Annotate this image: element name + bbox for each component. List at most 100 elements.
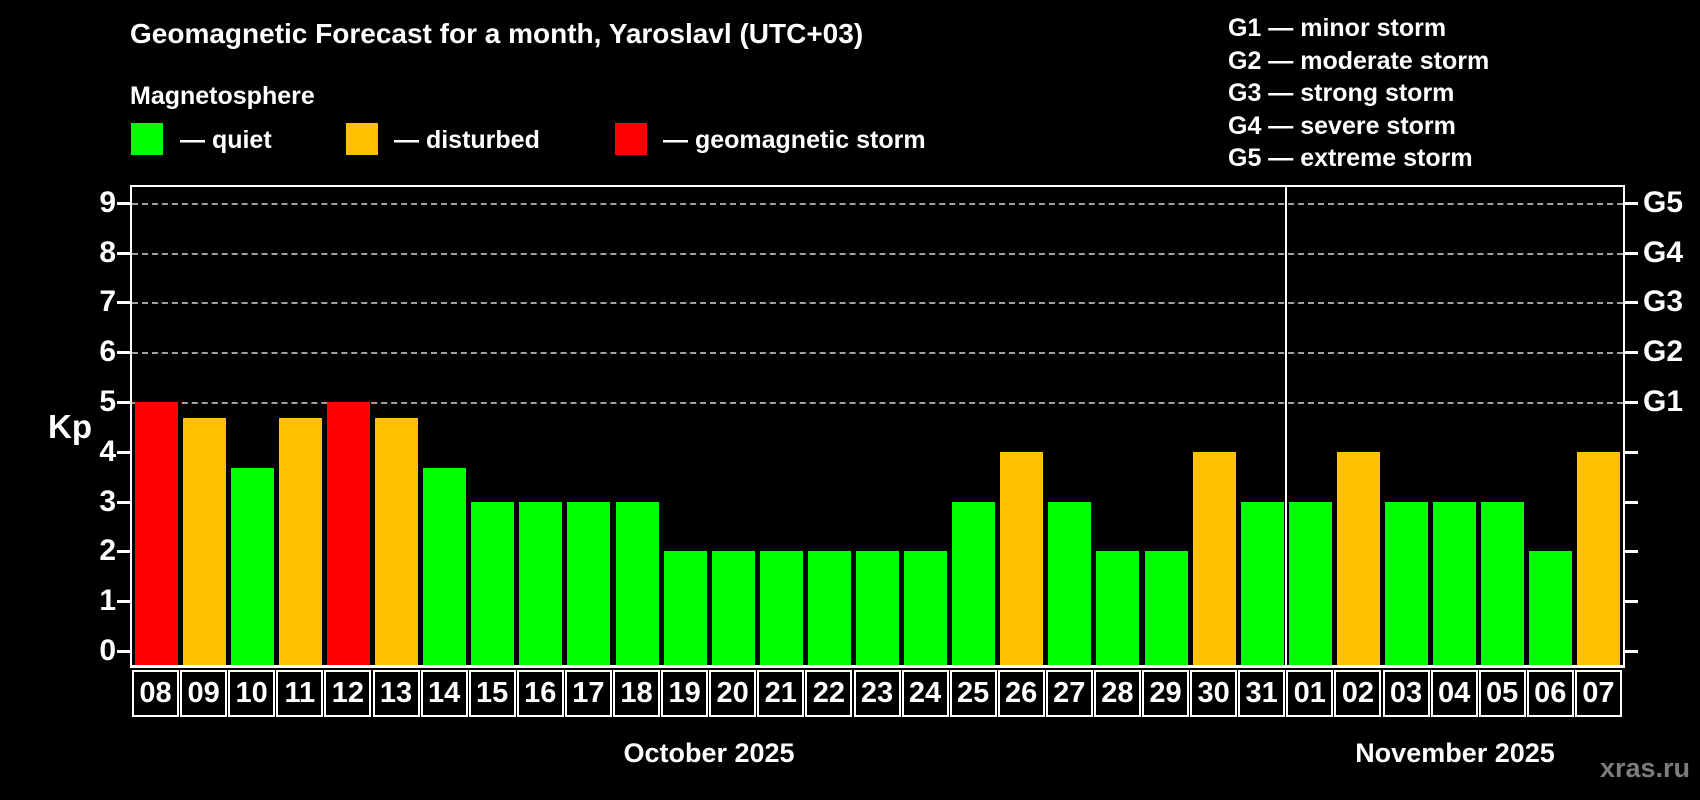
y-tick-right <box>1625 351 1638 355</box>
kp-bar-19 <box>663 551 707 665</box>
day-label-19: 19 <box>661 670 709 717</box>
g1-legend-row: G1 — minor storm <box>1228 14 1447 42</box>
kp-bar-31 <box>1240 501 1284 665</box>
g-axis-label-G1: G1 <box>1643 385 1684 418</box>
y-tick-right <box>1625 301 1638 305</box>
y-axis-title: Kp <box>48 408 92 445</box>
y-tick-right <box>1625 251 1638 255</box>
day-label-01: 01 <box>1286 670 1334 717</box>
y-tick-right <box>1625 600 1638 604</box>
day-label-24: 24 <box>901 670 949 717</box>
y-tick-label-2: 2 <box>99 534 116 568</box>
y-tick-left <box>117 500 130 504</box>
y-tick-left <box>117 401 130 404</box>
disturbed-legend-label: — disturbed <box>394 126 540 154</box>
day-label-12: 12 <box>324 670 372 717</box>
kp-bar-28 <box>1096 551 1140 665</box>
day-label-30: 30 <box>1190 670 1238 717</box>
kp-bar-26 <box>1000 451 1044 665</box>
g-axis-label-G4: G4 <box>1643 235 1684 269</box>
day-label-06: 06 <box>1526 670 1574 717</box>
kp-bar-13 <box>375 418 419 665</box>
quiet-legend-label: — quiet <box>180 126 272 154</box>
kp-bar-07 <box>1577 451 1621 665</box>
plot-area <box>130 185 1625 668</box>
kp-bar-29 <box>1144 551 1188 665</box>
gridline-kp7 <box>132 302 1623 305</box>
kp-bar-05 <box>1481 501 1525 665</box>
day-label-20: 20 <box>709 670 757 717</box>
y-tick-label-7: 7 <box>99 285 116 319</box>
day-label-13: 13 <box>372 670 420 717</box>
g3-legend-row: G3 — strong storm <box>1228 79 1455 107</box>
kp-bar-11 <box>278 418 322 665</box>
y-tick-label-8: 8 <box>99 235 116 269</box>
magnetosphere-subtitle: Magnetosphere <box>130 82 315 110</box>
month-caption: November 2025 <box>1355 738 1555 768</box>
kp-bar-30 <box>1192 451 1236 665</box>
kp-bar-03 <box>1385 501 1429 665</box>
kp-bar-12 <box>326 402 370 665</box>
gridline-kp9 <box>132 202 1623 205</box>
day-label-02: 02 <box>1334 670 1382 717</box>
g-axis-label-G5: G5 <box>1643 185 1684 219</box>
day-label-25: 25 <box>949 670 997 717</box>
kp-bar-02 <box>1336 451 1380 665</box>
y-tick-label-1: 1 <box>99 584 116 618</box>
y-tick-left <box>117 600 130 604</box>
kp-bar-08 <box>134 402 178 665</box>
gridline-kp5 <box>132 402 1623 404</box>
kp-bar-16 <box>519 501 563 665</box>
gridline-kp6 <box>132 352 1623 355</box>
y-tick-right <box>1625 500 1638 504</box>
g4-legend-row: G4 — severe storm <box>1228 111 1456 140</box>
y-tick-left <box>117 251 130 255</box>
page-title: Geomagnetic Forecast for a month, Yarosl… <box>130 18 864 49</box>
y-tick-left <box>117 351 130 355</box>
day-label-11: 11 <box>276 670 324 717</box>
storm-legend-label: — geomagnetic storm <box>663 126 926 154</box>
disturbed-legend-swatch <box>346 123 378 155</box>
y-tick-right <box>1625 401 1638 404</box>
day-label-21: 21 <box>757 670 805 717</box>
kp-bar-06 <box>1529 551 1573 665</box>
day-label-26: 26 <box>997 670 1045 717</box>
day-label-10: 10 <box>228 670 276 717</box>
kp-bar-15 <box>471 501 515 665</box>
day-label-28: 28 <box>1093 670 1141 717</box>
kp-bar-25 <box>952 501 996 665</box>
watermark: xras.ru <box>1599 753 1690 783</box>
y-tick-right <box>1625 201 1638 205</box>
day-label-17: 17 <box>564 670 612 717</box>
y-tick-label-5: 5 <box>99 385 116 418</box>
quiet-legend-swatch <box>131 123 163 155</box>
g-axis-label-G2: G2 <box>1643 335 1684 369</box>
y-tick-left <box>117 550 130 554</box>
day-label-04: 04 <box>1430 670 1478 717</box>
kp-bar-04 <box>1433 501 1477 665</box>
gridline-kp8 <box>132 252 1623 255</box>
g-axis-label-G3: G3 <box>1643 285 1684 319</box>
kp-bar-10 <box>230 468 274 665</box>
y-tick-label-9: 9 <box>99 185 116 219</box>
day-label-22: 22 <box>805 670 853 717</box>
y-tick-left <box>117 450 130 454</box>
day-label-27: 27 <box>1045 670 1093 717</box>
y-tick-left <box>117 201 130 205</box>
day-label-14: 14 <box>420 670 468 717</box>
kp-bar-23 <box>856 551 900 665</box>
kp-bar-09 <box>182 418 226 665</box>
kp-bar-01 <box>1288 501 1332 665</box>
kp-bar-27 <box>1048 501 1092 665</box>
day-label-05: 05 <box>1478 670 1526 717</box>
day-label-15: 15 <box>468 670 516 717</box>
month-separator <box>1285 187 1288 665</box>
kp-bar-18 <box>615 501 659 665</box>
day-label-29: 29 <box>1142 670 1189 717</box>
day-label-31: 31 <box>1238 670 1286 717</box>
day-label-03: 03 <box>1382 670 1430 717</box>
y-tick-right <box>1625 450 1638 454</box>
day-label-23: 23 <box>853 670 901 717</box>
kp-bar-14 <box>423 468 467 665</box>
